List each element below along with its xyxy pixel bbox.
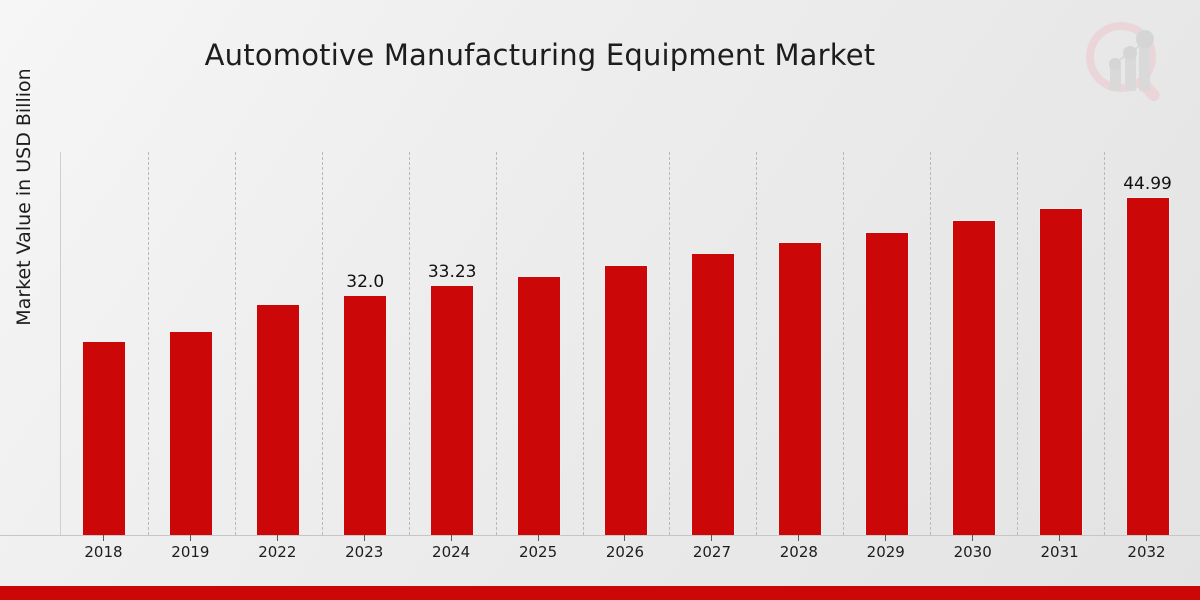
x-tick-label: 2019 — [171, 543, 210, 561]
bar[interactable] — [517, 276, 562, 535]
bar-slot[interactable]: 0 — [148, 152, 235, 535]
x-tick — [408, 535, 495, 541]
x-tick-label: 2024 — [432, 543, 471, 561]
bar-slot[interactable]: 0 — [496, 152, 583, 535]
x-tick-label: 2028 — [779, 543, 818, 561]
gridline — [321, 152, 323, 535]
bar[interactable] — [256, 304, 301, 535]
x-axis-ticks — [60, 535, 1190, 541]
x-tick — [582, 535, 669, 541]
x-tick — [495, 535, 582, 541]
x-tick — [842, 535, 929, 541]
bar[interactable] — [343, 295, 388, 535]
x-tick-label: 2027 — [692, 543, 731, 561]
x-tick-label: 2029 — [866, 543, 905, 561]
bar[interactable] — [169, 331, 214, 535]
x-tick-label: 2032 — [1127, 543, 1166, 561]
bar-value-label: 44.99 — [1123, 174, 1172, 195]
bar[interactable] — [1038, 208, 1083, 535]
x-tick — [60, 535, 147, 541]
x-tick — [929, 535, 1016, 541]
gridline — [234, 152, 236, 535]
bar-slot[interactable]: 0 — [756, 152, 843, 535]
bar-value-label: 32.0 — [346, 272, 385, 293]
x-tick — [668, 535, 755, 541]
bar-slot[interactable]: 0 — [583, 152, 670, 535]
x-tick-label: 2018 — [84, 543, 123, 561]
bar[interactable] — [864, 232, 909, 535]
gridline — [147, 152, 149, 535]
x-tick — [755, 535, 842, 541]
gridline — [843, 152, 845, 535]
bar-slot[interactable]: 33.23 — [409, 152, 496, 535]
gridline — [756, 152, 758, 535]
bar-slot[interactable]: 0 — [235, 152, 322, 535]
plot-area: 00032.033.23000000044.99 — [60, 152, 1191, 535]
gridline — [495, 152, 497, 535]
x-tick-label: 2030 — [953, 543, 992, 561]
bar-slot[interactable]: 0 — [1017, 152, 1104, 535]
x-tick-label: 2031 — [1040, 543, 1079, 561]
bar-slot[interactable]: 0 — [61, 152, 148, 535]
x-axis-tick-labels: 2018 2019 2022 2023 2024 2025 2026 2027 2028 2029… — [60, 543, 1190, 561]
watermark-logo — [1074, 12, 1178, 112]
gridline — [1017, 152, 1019, 535]
x-tick — [234, 535, 321, 541]
bar-series: 00032.033.23000000044.99 — [61, 152, 1191, 535]
gridline — [408, 152, 410, 535]
x-tick — [1016, 535, 1103, 541]
x-axis-line — [0, 535, 1200, 536]
bar[interactable] — [82, 341, 127, 535]
bar[interactable] — [690, 253, 735, 535]
bar-slot[interactable]: 44.99 — [1104, 152, 1191, 535]
gridline — [582, 152, 584, 535]
x-tick-label: 2023 — [345, 543, 384, 561]
x-tick — [321, 535, 408, 541]
bar[interactable] — [951, 220, 996, 535]
bar[interactable] — [777, 242, 822, 535]
x-tick — [147, 535, 234, 541]
bar-slot[interactable]: 0 — [843, 152, 930, 535]
x-tick-label: 2026 — [605, 543, 645, 561]
gridline — [669, 152, 671, 535]
bar-slot[interactable]: 0 — [930, 152, 1017, 535]
x-tick-label: 2022 — [258, 543, 297, 561]
bar-slot[interactable]: 0 — [669, 152, 756, 535]
magnifier-bar-chart-icon — [1086, 22, 1160, 102]
bar-slot[interactable]: 32.0 — [322, 152, 409, 535]
bar[interactable] — [430, 285, 475, 535]
gridlines — [61, 152, 1191, 535]
bar[interactable] — [603, 265, 648, 535]
footer-strip — [0, 586, 1200, 600]
y-axis-label: Market Value in USD Billion — [13, 68, 35, 326]
gridline — [930, 152, 932, 535]
bar-value-label: 33.23 — [427, 262, 477, 283]
x-tick-label: 2025 — [518, 543, 558, 561]
x-tick — [1103, 535, 1190, 541]
page-title: Automotive Manufacturing Equipment Marke… — [204, 38, 876, 72]
bar[interactable] — [1125, 197, 1170, 535]
gridline — [1104, 152, 1106, 535]
